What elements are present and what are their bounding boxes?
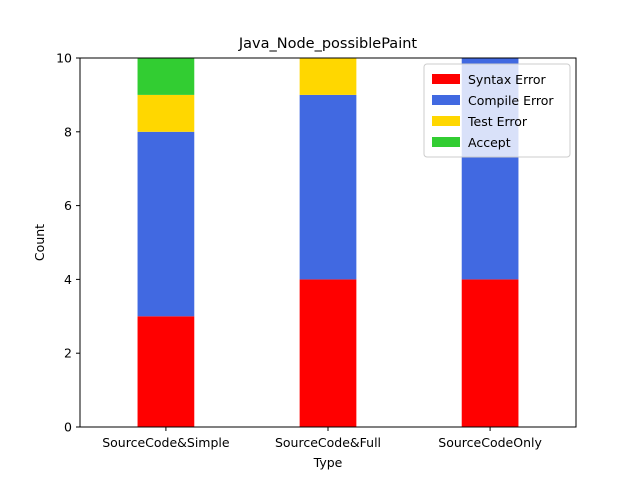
bar-1-1 xyxy=(299,94,357,280)
legend-label: Syntax Error xyxy=(468,72,547,87)
legend-swatch xyxy=(432,116,460,126)
legend-swatch xyxy=(432,74,460,84)
y-tick-label: 6 xyxy=(64,198,72,213)
legend-swatch xyxy=(432,137,460,147)
bar-0-2 xyxy=(461,279,519,427)
x-tick-label: SourceCodeOnly xyxy=(438,435,542,450)
x-tick-label: SourceCode&Full xyxy=(275,435,381,450)
x-tick-label: SourceCode&Simple xyxy=(102,435,230,450)
legend-label: Accept xyxy=(468,135,511,150)
legend-box xyxy=(423,63,571,158)
y-tick-label: 4 xyxy=(64,272,72,287)
y-tick-label: 0 xyxy=(64,420,72,435)
bar-0-1 xyxy=(299,279,357,427)
legend-label: Test Error xyxy=(467,114,528,129)
legend-swatch xyxy=(432,95,460,105)
y-tick-label: 10 xyxy=(56,51,72,66)
bar-0-0 xyxy=(137,316,195,427)
y-axis-label: Count xyxy=(32,224,47,261)
y-tick-label: 2 xyxy=(64,346,72,361)
x-axis: SourceCode&Simple SourceCode&Full SourceCo… xyxy=(102,427,542,450)
y-tick-label: 8 xyxy=(64,124,72,139)
bar-3-0 xyxy=(137,58,195,95)
legend: Syntax Error Compile Error Test Error Accep… xyxy=(423,63,571,158)
x-axis-label: Type xyxy=(313,455,343,470)
bar-2-1 xyxy=(299,58,357,95)
bar-2-0 xyxy=(137,94,195,132)
y-axis: 0 2 4 6 8 10 xyxy=(56,51,80,435)
bar-1-0 xyxy=(137,131,195,317)
chart-title: Java_Node_possiblePaint xyxy=(238,36,418,52)
legend-label: Compile Error xyxy=(468,93,554,108)
